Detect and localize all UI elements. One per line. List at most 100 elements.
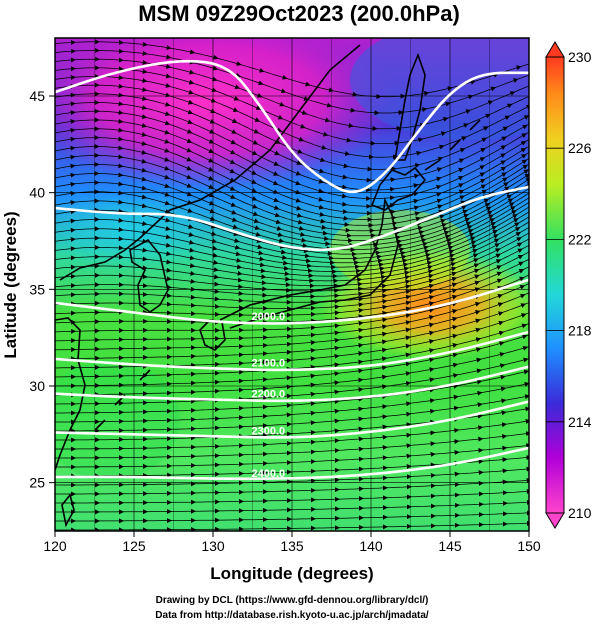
- wind-arrow: [298, 225, 305, 231]
- wind-arrow: [516, 65, 522, 71]
- wind-arrow: [165, 217, 171, 223]
- wind-arrow: [166, 259, 172, 265]
- wind-arrow: [302, 242, 308, 248]
- wind-arrow: [328, 87, 334, 93]
- wind-arrow: [213, 274, 220, 280]
- china-coastline: [55, 317, 86, 471]
- wind-arrow: [499, 352, 505, 357]
- wind-arrow: [436, 167, 443, 173]
- wind-arrow: [255, 231, 261, 237]
- coastlines: [55, 44, 481, 528]
- wind-arrow: [525, 431, 529, 437]
- wind-arrow: [208, 166, 214, 172]
- wind-arrow: [484, 202, 491, 208]
- wind-arrow: [231, 217, 238, 222]
- wind-arrow: [188, 232, 195, 237]
- wind-arrow: [358, 335, 364, 341]
- wind-arrow: [429, 367, 435, 373]
- wind-arrow: [230, 149, 236, 155]
- wind-arrow: [254, 117, 261, 122]
- streamline: [55, 192, 529, 255]
- wind-arrow: [523, 169, 529, 175]
- wind-arrow: [451, 276, 458, 282]
- wind-arrow: [492, 230, 498, 235]
- wind-arrow: [415, 216, 421, 222]
- wind-arrow: [527, 185, 529, 191]
- wind-arrow: [208, 192, 215, 198]
- colorbar-max-arrow: [545, 41, 565, 58]
- wind-arrow: [274, 150, 280, 156]
- wind-arrow: [209, 118, 216, 124]
- wind-arrow: [470, 240, 477, 246]
- wind-arrow: [452, 308, 458, 314]
- wind-arrow: [427, 269, 434, 275]
- wind-arrow: [479, 165, 485, 170]
- wind-arrow: [297, 219, 304, 225]
- wind-arrow: [422, 241, 428, 247]
- x-tick-label: 130: [201, 538, 225, 554]
- taiwan-coastline: [61, 493, 75, 528]
- wind-arrow: [501, 172, 507, 178]
- wind-arrow: [511, 210, 517, 215]
- wind-arrow: [321, 144, 327, 150]
- wind-arrow: [403, 266, 410, 272]
- wind-arrow: [187, 99, 194, 105]
- wind-arrow: [418, 230, 425, 235]
- wind-arrow: [277, 232, 284, 237]
- wind-arrow: [118, 163, 124, 169]
- wind-arrow: [417, 137, 424, 143]
- wind-arrow: [256, 238, 262, 243]
- wind-arrow: [519, 293, 526, 299]
- wind-arrow: [437, 156, 444, 162]
- wind-arrow: [341, 184, 348, 190]
- wind-arrow: [436, 176, 442, 182]
- wind-arrow: [70, 163, 76, 169]
- wind-arrow: [165, 83, 171, 88]
- wind-arrow: [451, 271, 457, 277]
- wind-arrow: [523, 115, 529, 120]
- manchuria-coastline: [59, 44, 361, 281]
- wind-arrow: [425, 252, 431, 258]
- wind-arrow: [166, 45, 172, 51]
- wind-arrow: [236, 264, 243, 270]
- wind-arrow: [493, 234, 499, 239]
- wind-arrow: [405, 284, 411, 290]
- wind-arrow: [520, 313, 527, 318]
- wind-arrow: [236, 257, 242, 263]
- wind-arrow: [465, 109, 472, 114]
- wind-arrow: [427, 264, 433, 270]
- wind-arrow: [189, 49, 196, 55]
- wind-arrow: [257, 244, 263, 250]
- streamline: [55, 266, 529, 324]
- wind-arrow: [512, 214, 518, 219]
- wind-arrow: [401, 254, 407, 260]
- wind-arrow: [522, 124, 528, 130]
- wind-arrow: [295, 197, 302, 203]
- wind-arrow: [188, 79, 195, 85]
- wind-arrow: [190, 270, 196, 276]
- wind-arrow: [210, 98, 217, 103]
- wind-arrow: [118, 136, 124, 142]
- wind-arrow: [501, 398, 507, 404]
- wind-arrow: [485, 206, 492, 212]
- wind-arrow: [164, 120, 171, 126]
- wind-arrow: [513, 218, 519, 223]
- wind-arrow: [428, 295, 435, 300]
- wind-arrow: [235, 251, 241, 257]
- wind-arrow: [344, 151, 351, 156]
- colorbar-scale: [545, 56, 565, 514]
- wind-arrow: [517, 254, 524, 260]
- wind-arrow: [501, 422, 507, 428]
- wind-arrow: [397, 243, 404, 249]
- wind-arrow: [458, 189, 465, 195]
- wind-arrow: [208, 184, 214, 189]
- wind-arrow: [472, 253, 479, 259]
- wind-arrow: [437, 204, 443, 210]
- wind-arrow: [405, 300, 412, 306]
- wind-arrow: [429, 408, 436, 414]
- streamline: [55, 302, 529, 360]
- wind-arrow: [142, 69, 148, 74]
- wind-arrow: [520, 154, 527, 159]
- wind-arrow: [186, 183, 193, 188]
- wind-arrow: [165, 73, 172, 79]
